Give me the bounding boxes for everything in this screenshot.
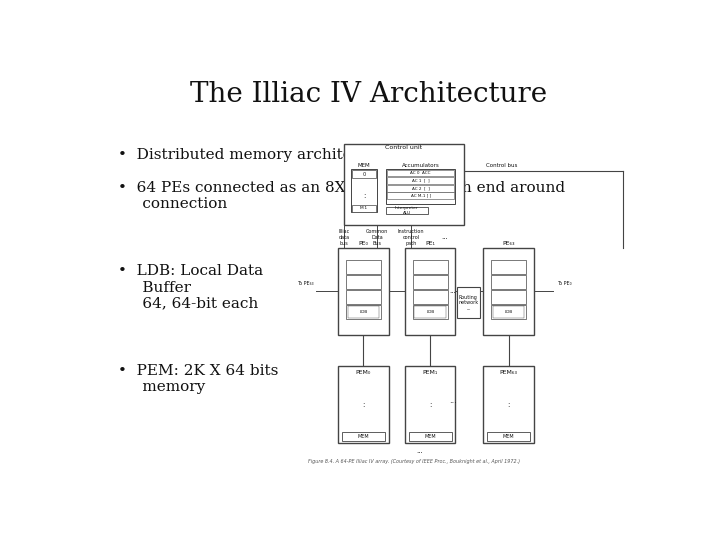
FancyBboxPatch shape	[492, 306, 524, 318]
Text: MEM: MEM	[358, 163, 370, 167]
FancyBboxPatch shape	[387, 185, 454, 192]
Text: AC 1  [  ]: AC 1 [ ]	[412, 179, 429, 183]
Text: PE₀: PE₀	[359, 241, 369, 246]
Text: LDB: LDB	[426, 310, 434, 314]
Text: AC 2  [  ]: AC 2 [ ]	[412, 186, 430, 190]
Text: PE₁: PE₁	[426, 241, 436, 246]
FancyBboxPatch shape	[413, 275, 448, 289]
Text: 0: 0	[362, 172, 366, 177]
Text: M-1: M-1	[360, 206, 368, 211]
Text: LDB: LDB	[505, 310, 513, 314]
FancyBboxPatch shape	[387, 170, 454, 177]
Text: ...: ...	[449, 288, 456, 294]
Text: Control bus: Control bus	[486, 163, 518, 168]
Text: PEM₀: PEM₀	[356, 370, 371, 375]
FancyBboxPatch shape	[405, 248, 456, 335]
FancyBboxPatch shape	[413, 260, 448, 274]
Text: Figure 8.4. A 64-PE Illiac IV array. (Courtesy of IEEE Proc., Bouknight et al., : Figure 8.4. A 64-PE Illiac IV array. (Co…	[307, 460, 520, 464]
Text: AC M-1 [ ]: AC M-1 [ ]	[410, 194, 431, 198]
Text: MEM: MEM	[358, 434, 369, 439]
FancyBboxPatch shape	[491, 260, 526, 274]
FancyBboxPatch shape	[483, 366, 534, 443]
FancyBboxPatch shape	[351, 205, 377, 212]
FancyBboxPatch shape	[338, 248, 389, 335]
Text: MEM: MEM	[425, 434, 436, 439]
Text: Common
Data
Bus: Common Data Bus	[366, 229, 389, 246]
Text: The Illiac IV Architecture: The Illiac IV Architecture	[190, 82, 548, 109]
FancyBboxPatch shape	[351, 168, 377, 212]
Text: Accumulators: Accumulators	[402, 163, 439, 167]
FancyBboxPatch shape	[342, 432, 385, 441]
FancyBboxPatch shape	[456, 287, 480, 319]
Text: LDB: LDB	[359, 310, 367, 314]
FancyBboxPatch shape	[344, 144, 464, 225]
Text: ...: ...	[449, 396, 456, 406]
Text: To PE₀: To PE₀	[557, 281, 572, 286]
Text: PEM₆₃: PEM₆₃	[500, 370, 518, 375]
FancyBboxPatch shape	[346, 275, 381, 289]
Text: •  64 PEs connected as an 8X8 2-D mesh with end around
     connection: • 64 PEs connected as an 8X8 2-D mesh wi…	[118, 181, 565, 212]
Text: ...: ...	[416, 449, 423, 455]
FancyBboxPatch shape	[413, 305, 448, 319]
FancyBboxPatch shape	[386, 207, 428, 214]
Text: PEM₁: PEM₁	[423, 370, 438, 375]
Text: :: :	[429, 402, 431, 408]
FancyBboxPatch shape	[413, 290, 448, 304]
Text: •  Distributed memory architecture: • Distributed memory architecture	[118, 148, 392, 162]
Text: •  LDB: Local Data
     Buffer
     64, 64-bit each: • LDB: Local Data Buffer 64, 64-bit each	[118, 265, 263, 311]
FancyBboxPatch shape	[409, 432, 452, 441]
Text: Interpreter
ALU: Interpreter ALU	[395, 206, 418, 215]
Text: ...: ...	[441, 234, 448, 240]
Text: PE₆₃: PE₆₃	[503, 241, 515, 246]
Text: :: :	[362, 402, 364, 408]
Text: :: :	[508, 402, 510, 408]
Text: To PE₆₃: To PE₆₃	[297, 281, 313, 286]
FancyBboxPatch shape	[346, 290, 381, 304]
Text: :: :	[363, 193, 365, 199]
FancyBboxPatch shape	[491, 305, 526, 319]
FancyBboxPatch shape	[348, 306, 379, 318]
Text: Instruction
control
path: Instruction control path	[397, 229, 424, 246]
Text: Routing
network
...: Routing network ...	[458, 294, 478, 311]
Text: Control unit: Control unit	[385, 145, 423, 151]
Text: MEM: MEM	[503, 434, 514, 439]
FancyBboxPatch shape	[351, 171, 377, 178]
FancyBboxPatch shape	[491, 290, 526, 304]
FancyBboxPatch shape	[387, 177, 454, 184]
FancyBboxPatch shape	[346, 260, 381, 274]
Text: Illiac
data
bus: Illiac data bus	[338, 229, 349, 246]
FancyBboxPatch shape	[415, 306, 446, 318]
FancyBboxPatch shape	[487, 432, 530, 441]
FancyBboxPatch shape	[405, 366, 456, 443]
FancyBboxPatch shape	[491, 275, 526, 289]
Text: •  PEM: 2K X 64 bits
     memory: • PEM: 2K X 64 bits memory	[118, 364, 278, 394]
FancyBboxPatch shape	[387, 192, 454, 199]
FancyBboxPatch shape	[483, 248, 534, 335]
FancyBboxPatch shape	[346, 305, 381, 319]
FancyBboxPatch shape	[386, 168, 456, 204]
FancyBboxPatch shape	[338, 366, 389, 443]
Text: AC 0  ACC: AC 0 ACC	[410, 171, 431, 175]
